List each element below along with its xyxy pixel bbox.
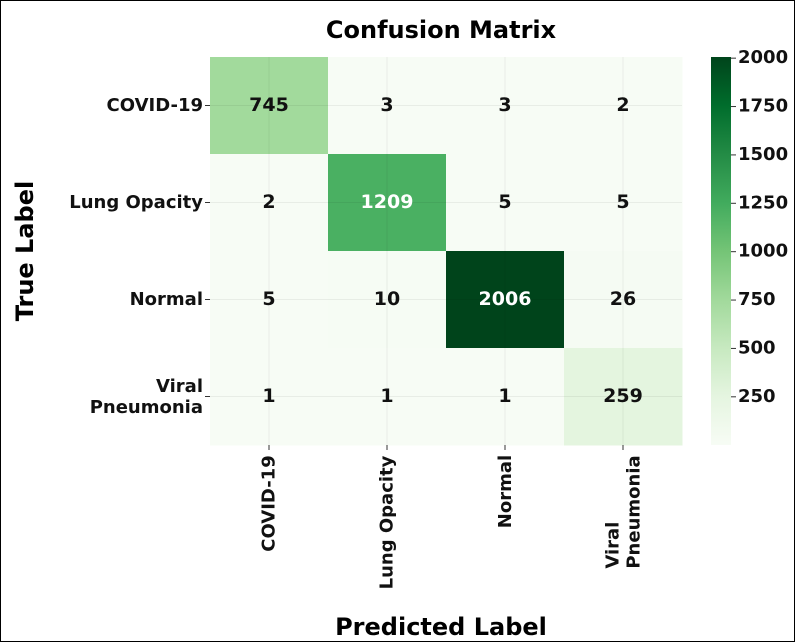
y-axis-label: True Label — [11, 181, 39, 321]
heatmap-cell — [328, 57, 447, 155]
colorbar-tick-label: 1250 — [738, 192, 788, 213]
y-tick-label: Normal — [129, 289, 203, 310]
x-axis-label: Predicted Label — [335, 613, 547, 641]
heatmap-cell — [446, 154, 565, 252]
heatmap-cell — [564, 348, 683, 446]
cell-label: 745 — [249, 94, 289, 116]
colorbar-tick-label: 250 — [738, 386, 776, 407]
colorbar — [711, 57, 731, 445]
y-tick-label: Lung Opacity — [69, 192, 203, 213]
cell-label: 1 — [380, 385, 393, 407]
colorbar-tick-label: 2000 — [738, 47, 788, 68]
cell-label: 5 — [616, 191, 629, 213]
cell-label: 3 — [498, 94, 511, 116]
colorbar-tick-label: 1500 — [738, 144, 788, 165]
colorbar-tick-label: 750 — [738, 289, 776, 310]
x-tick-label: Lung Opacity — [376, 455, 398, 589]
y-tick-label: COVID-19 — [106, 95, 203, 116]
heatmap-cell — [210, 154, 329, 252]
cell-label: 2 — [616, 94, 629, 116]
heatmap-cell — [328, 348, 447, 446]
colorbar-tick-label: 500 — [738, 337, 776, 358]
heatmap-cell — [446, 57, 565, 155]
chart-title: Confusion Matrix — [326, 16, 557, 44]
y-tick-label: Viral Pneumonia — [89, 375, 203, 418]
heatmap-cell — [210, 348, 329, 446]
x-tick-label: Normal — [494, 454, 516, 529]
cell-label: 1 — [498, 385, 511, 407]
heatmap-cell — [446, 251, 565, 349]
x-tick-label: COVID-19 — [258, 454, 280, 552]
cell-label: 5 — [262, 288, 275, 310]
cell-label: 3 — [380, 94, 393, 116]
heatmap-cell — [210, 251, 329, 349]
heatmap-cell — [564, 251, 683, 349]
heatmap-cell — [446, 348, 565, 446]
cell-label: 259 — [603, 385, 643, 407]
cell-label: 10 — [374, 288, 400, 310]
cell-label: 5 — [498, 191, 511, 213]
cell-label: 1209 — [361, 191, 414, 213]
cell-label: 2006 — [479, 288, 532, 310]
x-tick-label: Viral Pneumonia — [602, 454, 645, 569]
cell-label: 1 — [262, 385, 275, 407]
colorbar-tick-label: 1750 — [738, 96, 788, 117]
heatmap-cell — [328, 154, 447, 252]
heatmap-cell — [564, 154, 683, 252]
cell-label: 2 — [262, 191, 275, 213]
colorbar-tick-label: 1000 — [738, 241, 788, 262]
heatmap-cell — [328, 251, 447, 349]
heatmap-cell — [564, 57, 683, 155]
heatmap-cell — [210, 57, 329, 155]
cell-label: 26 — [610, 288, 636, 310]
